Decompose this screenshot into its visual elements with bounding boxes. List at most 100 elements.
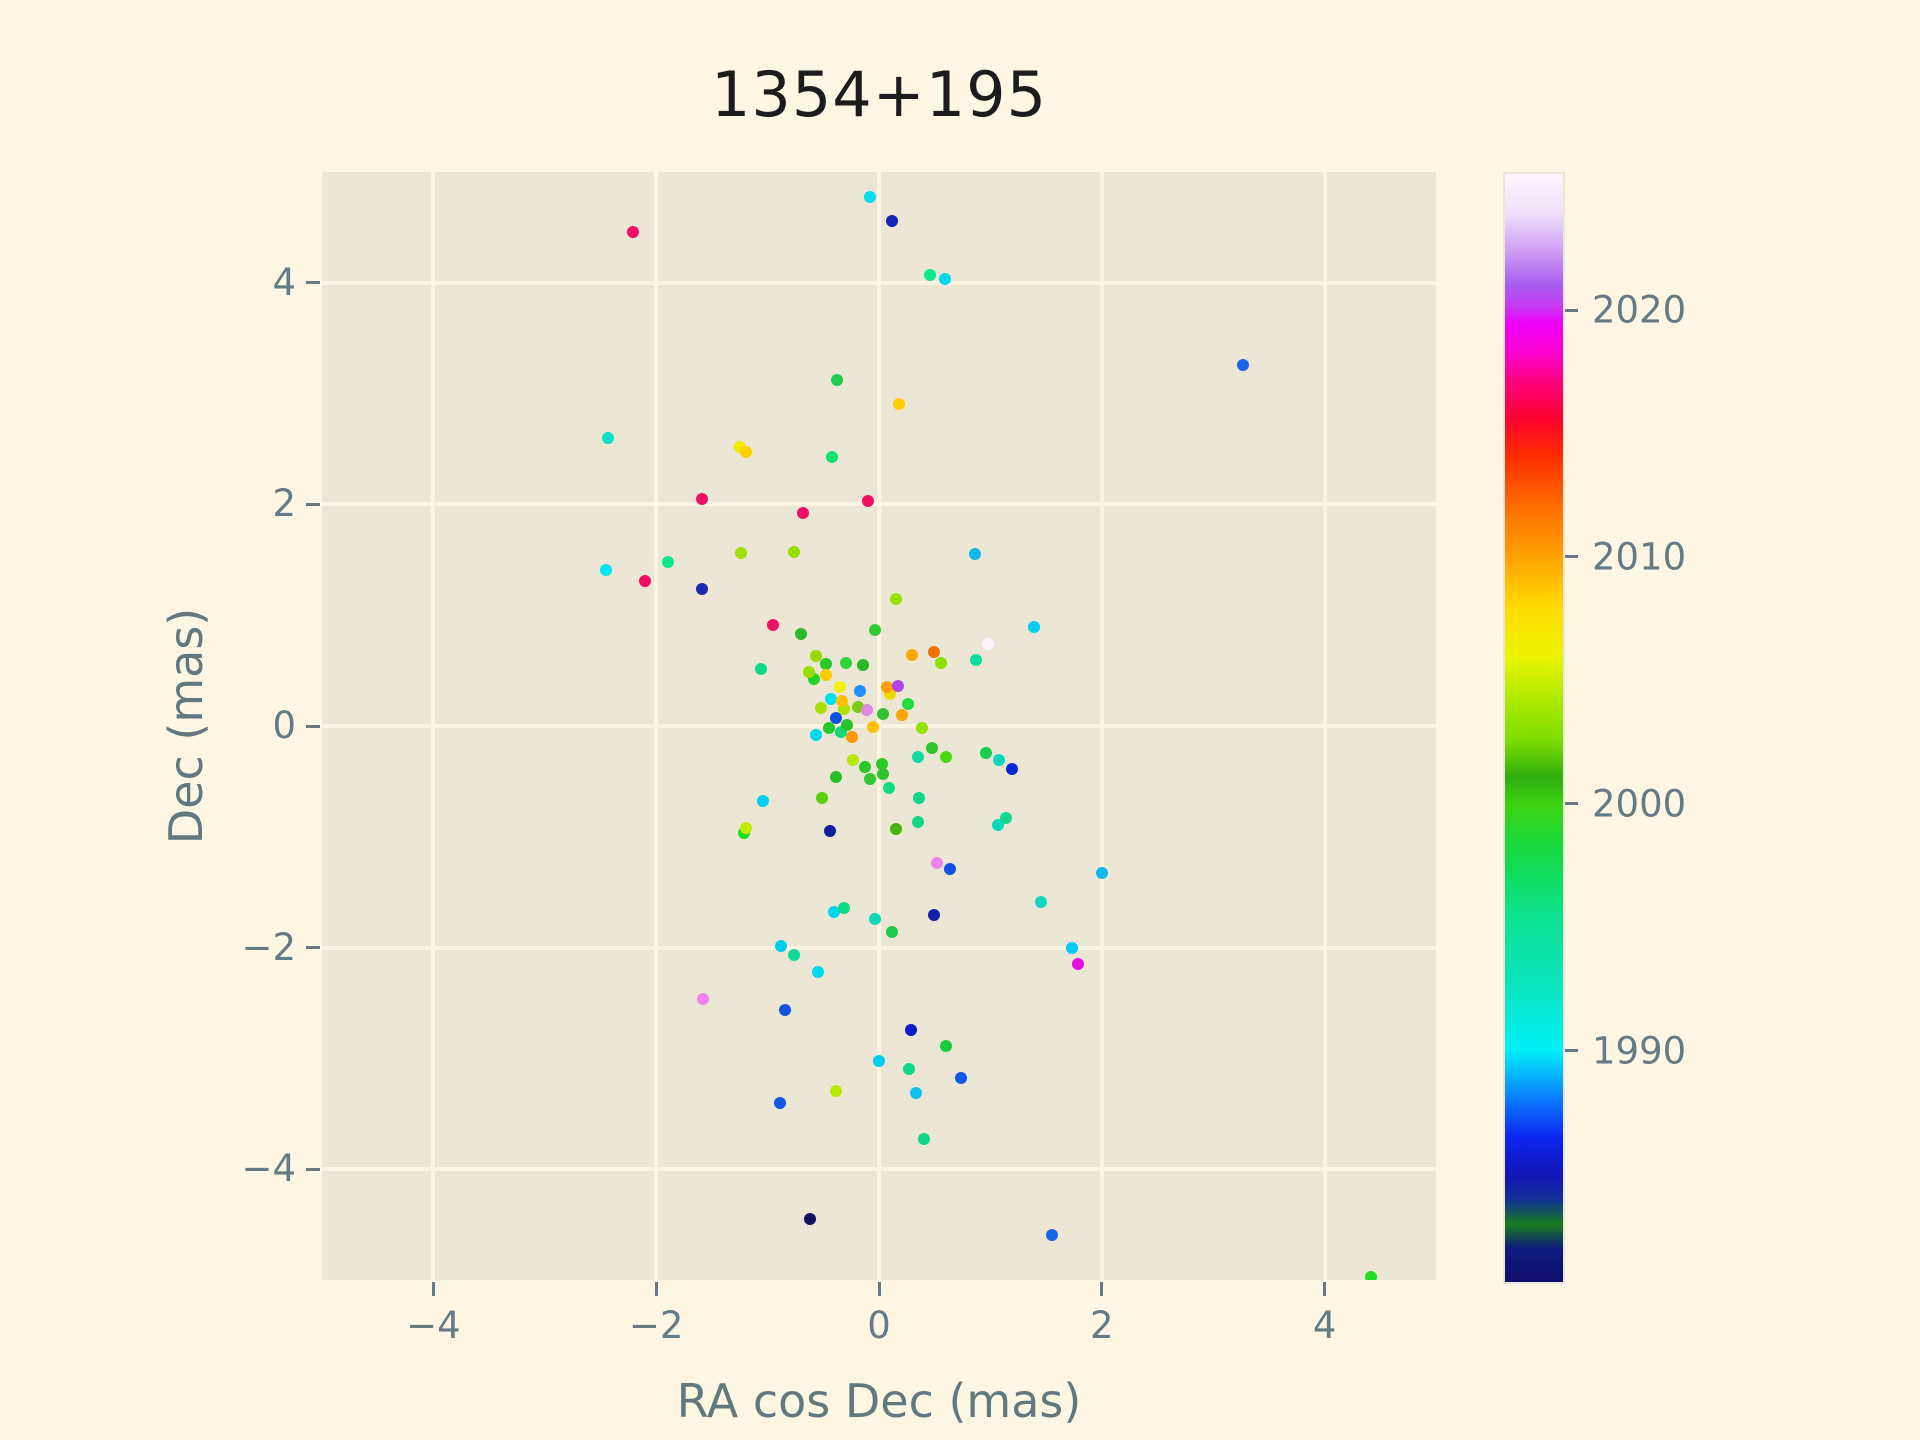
scatter-point — [740, 446, 753, 459]
y-tick-label: 0 — [272, 704, 296, 747]
scatter-point — [825, 693, 838, 706]
scatter-point — [877, 707, 890, 720]
scatter-point — [662, 556, 675, 569]
scatter-point — [830, 374, 843, 387]
scatter-point — [795, 628, 808, 641]
x-axis-label: RA cos Dec (mas) — [676, 1374, 1082, 1428]
colorbar — [1503, 172, 1565, 1284]
scatter-point — [860, 704, 873, 717]
colorbar-tick-mark — [1565, 555, 1578, 559]
scatter-point — [788, 949, 801, 962]
scatter-point — [993, 754, 1006, 767]
scatter-point — [823, 825, 836, 838]
gridline-horizontal — [322, 945, 1436, 950]
y-tick-label: 4 — [272, 260, 296, 304]
scatter-point — [968, 548, 981, 561]
scatter-point — [839, 656, 852, 669]
scatter-point — [905, 1023, 918, 1036]
colorbar-tick-label: 1990 — [1592, 1029, 1687, 1072]
x-tick-label: 2 — [1090, 1304, 1114, 1347]
chart-title: 1354+195 — [710, 58, 1048, 131]
scatter-point — [754, 663, 767, 676]
scatter-point — [838, 901, 851, 914]
x-tick-mark — [431, 1282, 435, 1296]
x-tick-label: 0 — [867, 1304, 891, 1347]
scatter-point — [847, 754, 860, 767]
scatter-point — [979, 746, 992, 759]
scatter-point — [889, 823, 902, 836]
scatter-point — [861, 495, 874, 508]
scatter-point — [935, 656, 948, 669]
scatter-point — [868, 623, 881, 636]
scatter-point — [858, 760, 871, 773]
gridline-horizontal — [322, 280, 1436, 285]
scatter-point — [927, 909, 940, 922]
scatter-point — [901, 697, 914, 710]
scatter-point — [819, 669, 832, 682]
scatter-point — [1237, 358, 1250, 371]
scatter-point — [809, 728, 822, 741]
scatter-point — [734, 547, 747, 560]
scatter-point — [822, 722, 835, 735]
scatter-point — [864, 773, 877, 786]
y-tick-mark — [306, 502, 320, 506]
scatter-point — [877, 767, 890, 780]
scatter-point — [826, 450, 839, 463]
scatter-point — [876, 757, 889, 770]
y-tick-mark — [306, 946, 320, 950]
scatter-point — [834, 681, 846, 694]
y-tick-mark — [306, 724, 320, 728]
x-tick-mark — [1323, 1282, 1327, 1296]
scatter-point — [854, 684, 867, 697]
scatter-point — [815, 702, 828, 715]
scatter-point — [903, 1063, 916, 1076]
y-tick-label: 2 — [272, 482, 296, 526]
scatter-point — [802, 665, 815, 678]
scatter-point — [767, 619, 780, 632]
scatter-point — [893, 397, 906, 410]
scatter-point — [926, 742, 939, 755]
scatter-point — [930, 857, 943, 870]
scatter-point — [626, 225, 639, 238]
scatter-point — [695, 582, 708, 595]
scatter-point — [916, 722, 929, 735]
scatter-point — [639, 574, 652, 587]
y-tick-label: −2 — [241, 925, 296, 969]
scatter-point — [1045, 1228, 1058, 1241]
scatter-point — [911, 751, 924, 764]
x-tick-label: 4 — [1312, 1304, 1337, 1347]
scatter-point — [917, 1133, 930, 1146]
scatter-point — [1005, 763, 1018, 776]
scatter-point — [880, 681, 893, 694]
scatter-point — [982, 638, 995, 650]
scatter-point — [886, 926, 899, 939]
scatter-point — [864, 191, 877, 204]
scatter-point — [857, 659, 870, 672]
scatter-point — [829, 770, 842, 783]
colorbar-tick-label: 2010 — [1592, 535, 1687, 579]
scatter-point — [1065, 941, 1078, 954]
scatter-point — [1034, 896, 1047, 909]
scatter-point — [883, 782, 896, 795]
scatter-point — [999, 811, 1012, 824]
scatter-point — [889, 592, 902, 605]
scatter-point — [938, 273, 951, 286]
scatter-point — [696, 992, 709, 1005]
x-tick-mark — [877, 1282, 881, 1296]
scatter-point — [873, 1054, 885, 1067]
colorbar-tick-label: 2020 — [1592, 288, 1687, 332]
scatter-point — [939, 1040, 952, 1053]
x-tick-mark — [1100, 1282, 1104, 1296]
gridline-horizontal — [322, 502, 1436, 507]
scatter-point — [927, 645, 940, 658]
scatter-point — [924, 269, 937, 282]
y-axis-label: Dec (mas) — [159, 607, 213, 845]
scatter-point — [911, 816, 924, 829]
x-tick-mark — [654, 1282, 658, 1296]
gridline-horizontal — [322, 1167, 1436, 1172]
scatter-point — [868, 912, 881, 925]
x-tick-label: −4 — [406, 1304, 461, 1347]
plot-area — [322, 172, 1436, 1280]
scatter-point — [909, 1086, 922, 1099]
